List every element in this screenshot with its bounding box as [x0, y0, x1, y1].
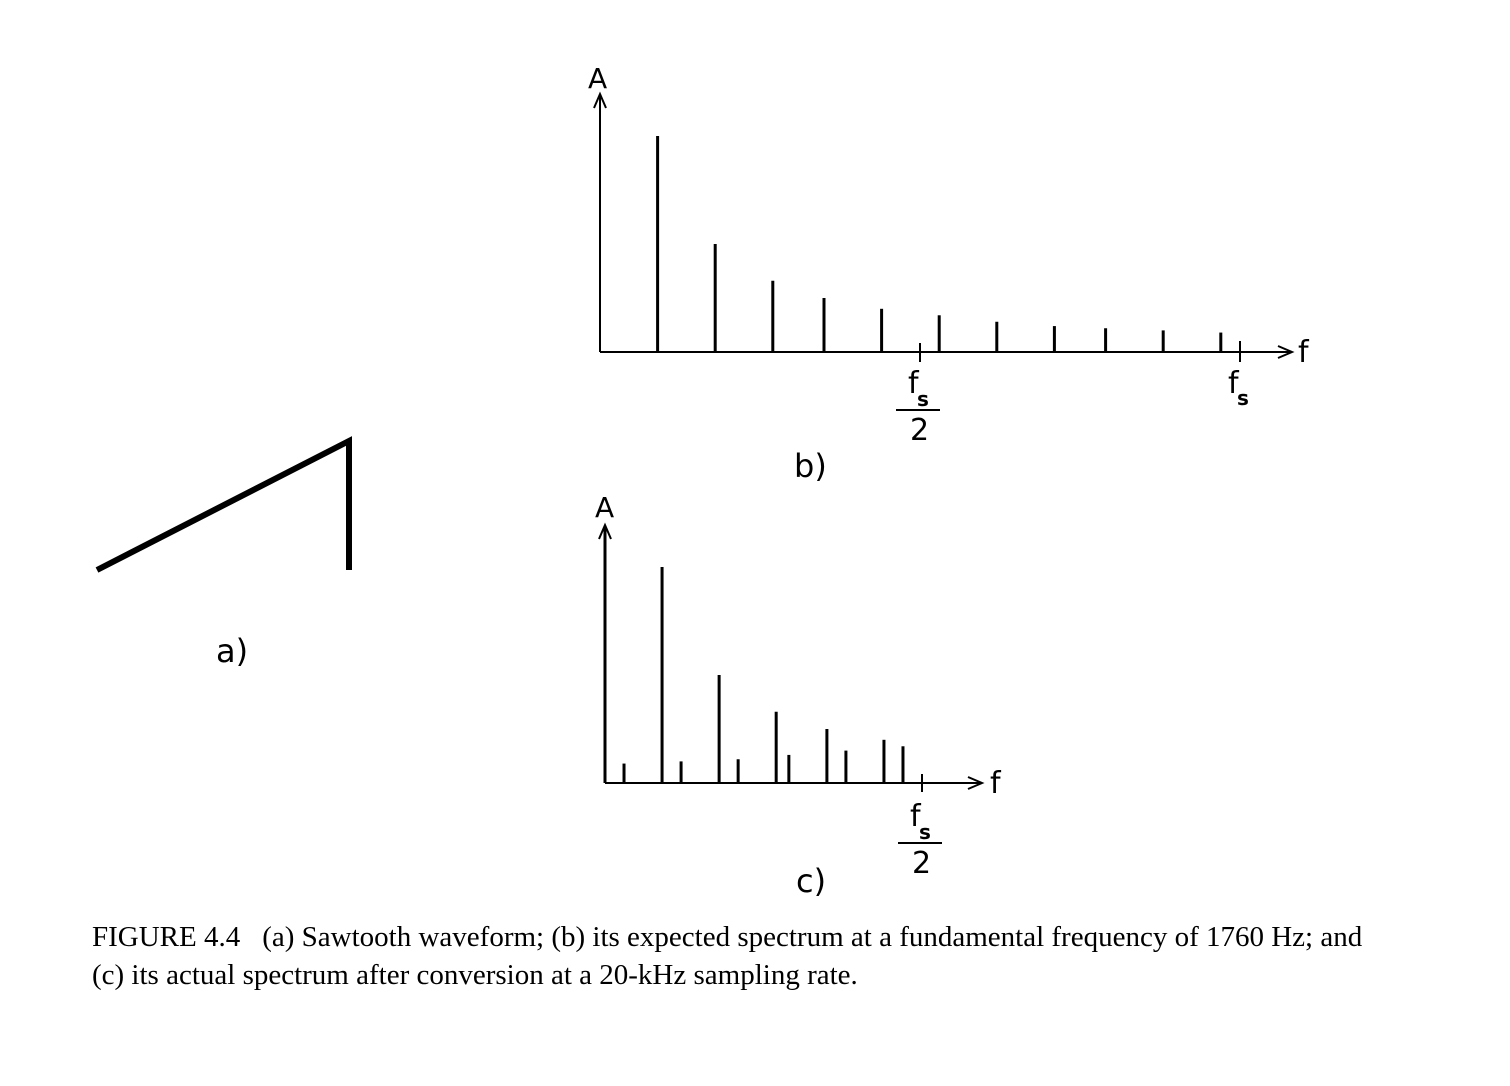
figure-caption: FIGURE 4.4 (a) Sawtooth waveform; (b) its… [92, 918, 1392, 994]
caption-text: (a) Sawtooth waveform; (b) its expected … [92, 921, 1363, 991]
panel-c-half-fs-numerator: f [910, 799, 922, 834]
panel-c-half-fs-subscript: s [919, 820, 931, 844]
panel-c-bars [622, 567, 905, 783]
panel-a-label: a) [216, 632, 248, 670]
panel-c-x-label: f [990, 766, 1002, 801]
panel-c-spectrum: A f f s 2 c) [595, 491, 1002, 900]
panel-c-x-arrowhead [967, 776, 985, 790]
sawtooth-waveform [95, 436, 352, 573]
panel-b-fs-subscript: s [1237, 386, 1249, 410]
panel-b-x-arrowhead [1277, 345, 1295, 359]
panel-b-bars [656, 136, 1223, 352]
panel-b-y-label: A [588, 62, 607, 95]
panel-b-half-fs-subscript: s [917, 387, 929, 411]
panel-b-fs-main: f [1228, 366, 1240, 401]
panel-b-label: b) [794, 447, 827, 485]
panel-a: a) [95, 436, 352, 670]
panel-c-label: c) [796, 862, 826, 900]
panel-b-half-fs-numerator: f [908, 366, 920, 401]
panel-b-y-arrowhead [593, 91, 607, 109]
panel-c-y-arrowhead [598, 522, 612, 540]
panel-c-y-label: A [595, 491, 614, 524]
panel-b-tick-label-half-fs: f s 2 [896, 366, 940, 448]
panel-b-x-label: f [1298, 335, 1310, 370]
panel-c-half-fs-denominator: 2 [912, 846, 931, 881]
panel-b-spectrum: A f f s 2 f s b) [588, 62, 1310, 485]
panel-b-half-fs-denominator: 2 [910, 413, 929, 448]
panel-b-tick-label-fs: f s [1228, 366, 1249, 410]
panel-c-tick-label-half-fs: f s 2 [898, 799, 942, 881]
figure-number: FIGURE 4.4 [92, 921, 241, 953]
